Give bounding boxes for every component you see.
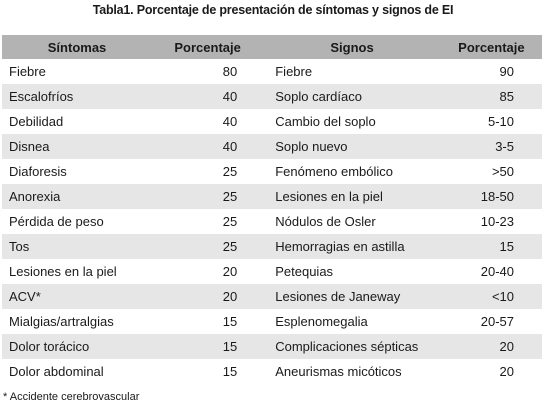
sign-percentage-cell: 3-5: [440, 134, 542, 159]
sign-percentage-cell: <10: [440, 284, 542, 309]
sign-percentage-cell: >50: [440, 159, 542, 184]
symptom-percentage-cell: 20: [152, 259, 264, 284]
symptom-percentage-cell: 15: [152, 359, 264, 384]
symptom-cell: Debilidad: [2, 109, 153, 134]
symptom-cell: ACV*: [2, 284, 153, 309]
table-row: Debilidad 40 Cambio del soplo 5-10: [2, 109, 542, 134]
sign-cell: Soplo nuevo: [263, 134, 441, 159]
sign-percentage-cell: 20: [440, 359, 542, 384]
symptom-cell: Dolor abdominal: [2, 359, 153, 384]
symptom-cell: Mialgias/artralgias: [2, 309, 153, 334]
sign-percentage-cell: 10-23: [440, 209, 542, 234]
symptom-percentage-cell: 15: [152, 334, 264, 359]
sign-cell: Fenómeno embólico: [263, 159, 441, 184]
sign-percentage-cell: 90: [440, 59, 542, 84]
sign-percentage-cell: 15: [440, 234, 542, 259]
symptoms-signs-table: Síntomas Porcentaje Signos Porcentaje Fi…: [2, 35, 542, 384]
header-signs: Signos: [263, 35, 441, 59]
sign-cell: Lesiones en la piel: [263, 184, 441, 209]
table-row: Anorexia 25 Lesiones en la piel 18-50: [2, 184, 542, 209]
symptom-percentage-cell: 40: [152, 134, 264, 159]
sign-percentage-cell: 20-57: [440, 309, 542, 334]
symptom-percentage-cell: 25: [152, 234, 264, 259]
symptom-percentage-cell: 80: [152, 59, 264, 84]
symptom-percentage-cell: 25: [152, 159, 264, 184]
sign-cell: Hemorragias en astilla: [263, 234, 441, 259]
symptom-cell: Disnea: [2, 134, 153, 159]
symptom-cell: Lesiones en la piel: [2, 259, 153, 284]
header-symptoms: Síntomas: [2, 35, 153, 59]
table-row: Escalofríos 40 Soplo cardíaco 85: [2, 84, 542, 109]
symptom-cell: Fiebre: [2, 59, 153, 84]
sign-cell: Cambio del soplo: [263, 109, 441, 134]
table-row: Lesiones en la piel 20 Petequias 20-40: [2, 259, 542, 284]
symptom-cell: Tos: [2, 234, 153, 259]
symptom-percentage-cell: 15: [152, 309, 264, 334]
sign-cell: Lesiones de Janeway: [263, 284, 441, 309]
sign-percentage-cell: 20-40: [440, 259, 542, 284]
sign-cell: Esplenomegalia: [263, 309, 441, 334]
symptom-cell: Dolor torácico: [2, 334, 153, 359]
sign-cell: Fiebre: [263, 59, 441, 84]
table-body: Fiebre 80 Fiebre 90 Escalofríos 40 Soplo card…: [2, 59, 542, 384]
header-signs-percentage: Porcentaje: [440, 35, 542, 59]
header-symptoms-percentage: Porcentaje: [152, 35, 264, 59]
footnote: * Accidente cerebrovascular: [3, 391, 140, 403]
symptom-percentage-cell: 40: [152, 109, 264, 134]
symptom-cell: Pérdida de peso: [2, 209, 153, 234]
symptom-percentage-cell: 25: [152, 184, 264, 209]
table-row: Pérdida de peso 25 Nódulos de Osler 10-23: [2, 209, 542, 234]
sign-cell: Petequias: [263, 259, 441, 284]
symptom-cell: Escalofríos: [2, 84, 153, 109]
table-title: Tabla1. Porcentaje de presentación de sí…: [92, 3, 454, 17]
sign-cell: Aneurismas micóticos: [263, 359, 441, 384]
table-row: Diaforesis 25 Fenómeno embólico >50: [2, 159, 542, 184]
symptom-percentage-cell: 25: [152, 209, 264, 234]
sign-percentage-cell: 20: [440, 334, 542, 359]
table-row: ACV* 20 Lesiones de Janeway <10: [2, 284, 542, 309]
table-row: Dolor abdominal 15 Aneurismas micóticos 20: [2, 359, 542, 384]
table-row: Mialgias/artralgias 15 Esplenomegalia 20-57: [2, 309, 542, 334]
sign-percentage-cell: 18-50: [440, 184, 542, 209]
symptom-cell: Anorexia: [2, 184, 153, 209]
table-row: Tos 25 Hemorragias en astilla 15: [2, 234, 542, 259]
sign-cell: Soplo cardíaco: [263, 84, 441, 109]
sign-percentage-cell: 5-10: [440, 109, 542, 134]
sign-percentage-cell: 85: [440, 84, 542, 109]
symptom-cell: Diaforesis: [2, 159, 153, 184]
sign-cell: Complicaciones sépticas: [263, 334, 441, 359]
table-row: Disnea 40 Soplo nuevo 3-5: [2, 134, 542, 159]
table-row: Fiebre 80 Fiebre 90: [2, 59, 542, 84]
sign-cell: Nódulos de Osler: [263, 209, 441, 234]
table-row: Dolor torácico 15 Complicaciones sépticas 2…: [2, 334, 542, 359]
table-header-row: Síntomas Porcentaje Signos Porcentaje: [2, 35, 542, 59]
symptom-percentage-cell: 40: [152, 84, 264, 109]
symptom-percentage-cell: 20: [152, 284, 264, 309]
